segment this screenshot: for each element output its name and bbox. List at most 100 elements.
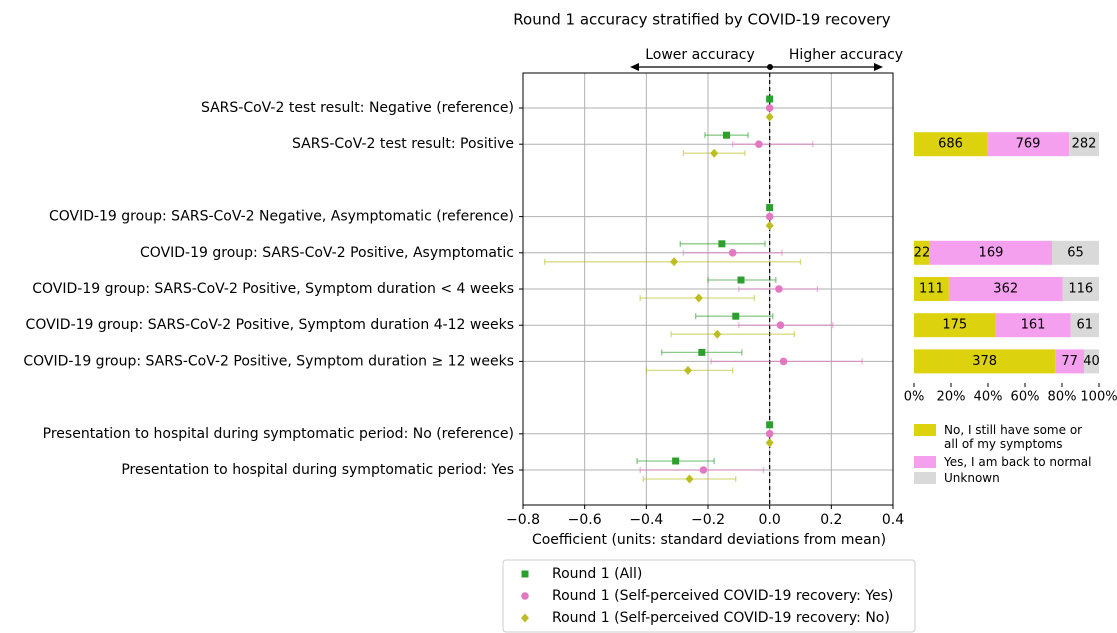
y-tick-label: COVID-19 group: SARS-CoV-2 Positive, Sym… (23, 353, 514, 369)
bar-segment (914, 240, 930, 265)
legend-label: Yes, I am back to normal (944, 455, 1092, 469)
x-tick-label: 0.4 (882, 512, 904, 528)
marker (732, 312, 740, 320)
legend-swatch (914, 456, 936, 468)
legend-entry: Unknown (914, 471, 1094, 485)
marker (710, 148, 719, 158)
bar-segment (929, 240, 1053, 265)
x-tick-label: 0.0 (759, 512, 781, 528)
chart-title: Round 1 accuracy stratified by COVID-19 … (513, 11, 891, 29)
marker (776, 321, 785, 330)
marker (683, 365, 692, 375)
data-label: 22 (914, 245, 931, 260)
data-label: 769 (1016, 137, 1041, 152)
marker (766, 204, 774, 212)
bar-segment (1052, 240, 1099, 265)
x-tick-label: −0.8 (506, 512, 540, 528)
bar-segment (914, 349, 1056, 374)
bar-segment (1084, 349, 1099, 374)
marker (775, 285, 783, 293)
arrow-head (874, 63, 883, 71)
data-label: 40 (1083, 354, 1100, 369)
bar-segment (1055, 349, 1085, 374)
marker (765, 430, 774, 438)
bar-segment (1070, 313, 1099, 338)
x-tick-label: 80% (1048, 390, 1077, 405)
x-tick-label: −0.4 (629, 512, 663, 528)
marker (779, 357, 788, 366)
x-tick-label: 20% (937, 390, 966, 405)
marker (766, 95, 774, 103)
marker (728, 249, 737, 257)
arrow-head (630, 63, 639, 71)
marker (765, 212, 774, 221)
marker (672, 457, 680, 465)
bar-segment (1062, 277, 1099, 301)
data-label: 362 (993, 282, 1018, 297)
x-tick-label: −0.6 (568, 512, 602, 528)
bar-segment (914, 132, 988, 157)
data-label: 169 (979, 245, 1004, 260)
x-tick-label: 60% (1011, 390, 1040, 405)
y-tick-label: SARS-CoV-2 test result: Negative (refere… (201, 100, 514, 116)
arrow-origin (767, 64, 773, 70)
legend-label: Round 1 (All) (552, 566, 642, 582)
legend-swatch (914, 424, 936, 436)
x-tick-label: 0% (904, 390, 925, 405)
legend-box (502, 559, 916, 633)
marker (670, 257, 679, 267)
data-label: 77 (1061, 354, 1078, 369)
annotation: Lower accuracy (645, 47, 755, 63)
data-label: 65 (1067, 245, 1084, 260)
marker (699, 466, 708, 474)
y-tick-label: Presentation to hospital during symptoma… (43, 426, 514, 442)
marker (685, 474, 694, 484)
marker (765, 221, 774, 231)
legend-label: Round 1 (Self-perceived COVID-19 recover… (552, 610, 890, 626)
marker (723, 131, 730, 139)
bar-segment (995, 313, 1071, 338)
x-tick-label: 100% (1080, 390, 1117, 405)
marker (765, 438, 774, 448)
marker (755, 140, 763, 148)
data-label: 686 (938, 137, 963, 152)
bar-segment (948, 277, 1063, 301)
bar-segment (1068, 132, 1099, 157)
x-axis-label: Coefficient (units: standard deviations … (532, 532, 886, 548)
y-tick-label: SARS-CoV-2 test result: Positive (292, 136, 514, 152)
marker (698, 348, 706, 356)
y-tick-label: Presentation to hospital during symptoma… (121, 462, 514, 478)
marker (737, 276, 745, 284)
data-label: 378 (972, 354, 997, 369)
data-label: 116 (1068, 282, 1093, 297)
plot-frame (522, 72, 894, 506)
annotation: Higher accuracy (789, 47, 903, 63)
marker (765, 104, 774, 112)
x-tick-label: −0.2 (691, 512, 725, 528)
marker (694, 293, 703, 303)
legend-swatch (914, 472, 936, 484)
y-tick-label: COVID-19 group: SARS-CoV-2 Positive, Sym… (26, 317, 514, 333)
data-label: 111 (919, 282, 944, 297)
x-tick-label: 0.2 (820, 512, 842, 528)
y-tick-label: COVID-19 group: SARS-CoV-2 Negative, Asy… (49, 209, 514, 225)
marker (713, 329, 722, 339)
data-label: 282 (1072, 137, 1097, 152)
data-label: 175 (942, 318, 967, 333)
bar-segment (914, 313, 996, 338)
marker (718, 240, 726, 248)
legend-label: Round 1 (Self-perceived COVID-19 recover… (552, 588, 893, 604)
marker (766, 421, 774, 429)
marker (765, 112, 774, 122)
y-tick-label: COVID-19 group: SARS-CoV-2 Positive, Asy… (140, 245, 514, 261)
legend-entry: Yes, I am back to normal (914, 455, 1094, 469)
marker (521, 613, 529, 623)
marker (521, 592, 529, 600)
legend-entry: No, I still have some or all of my sympt… (914, 423, 1094, 451)
y-tick-label: COVID-19 group: SARS-CoV-2 Positive, Sym… (32, 281, 514, 297)
data-label: 161 (1021, 318, 1046, 333)
x-tick-label: 40% (974, 390, 1003, 405)
legend-label: Unknown (944, 471, 1000, 485)
